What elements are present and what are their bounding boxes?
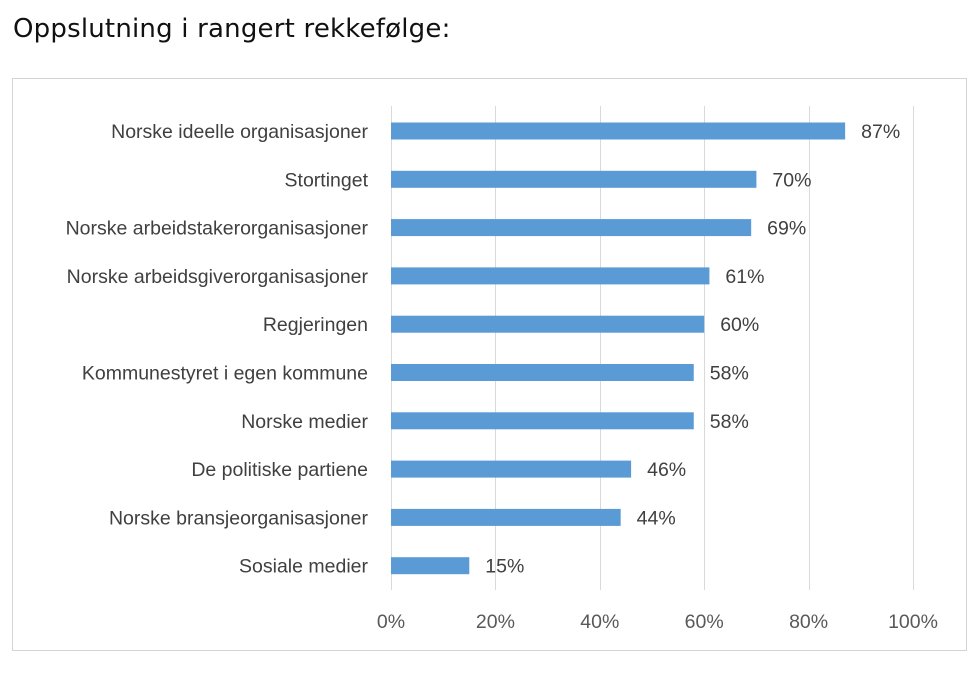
category-label: Norske ideelle organisasjoner bbox=[111, 121, 368, 143]
bar bbox=[391, 412, 694, 430]
bar bbox=[391, 267, 710, 285]
x-tick-label: 80% bbox=[789, 611, 828, 633]
data-label: 44% bbox=[637, 507, 676, 529]
bar bbox=[391, 557, 470, 575]
category-label: Norske medier bbox=[241, 411, 368, 433]
data-label: 15% bbox=[485, 556, 524, 578]
category-label: Norske arbeidsgiverorganisasjoner bbox=[67, 266, 369, 288]
category-label: Regjeringen bbox=[263, 314, 368, 336]
category-label: Stortinget bbox=[285, 169, 369, 191]
x-tick-label: 60% bbox=[685, 611, 724, 633]
x-tick-label: 40% bbox=[580, 611, 619, 633]
category-label: Kommunestyret i egen kommune bbox=[82, 363, 368, 385]
data-label: 60% bbox=[720, 314, 759, 336]
data-label: 69% bbox=[767, 218, 806, 240]
x-tick-label: 20% bbox=[476, 611, 515, 633]
data-label: 87% bbox=[861, 121, 900, 143]
x-axis-tick-labels: 0% 20% 40% 60% 80% 100% bbox=[377, 611, 938, 633]
page-heading: Oppslutning i rangert rekkefølge: bbox=[13, 14, 451, 44]
category-label: Norske arbeidstakerorganisasjoner bbox=[66, 218, 369, 240]
category-label: Sosiale medier bbox=[239, 556, 368, 578]
data-label: 58% bbox=[710, 411, 749, 433]
bar bbox=[391, 219, 752, 237]
data-label: 70% bbox=[772, 169, 811, 191]
bar bbox=[391, 460, 632, 478]
data-label: 58% bbox=[710, 363, 749, 385]
bar bbox=[391, 364, 694, 381]
bars bbox=[391, 122, 846, 575]
bar bbox=[391, 508, 621, 526]
category-label: De politiske partiene bbox=[191, 459, 368, 481]
x-tick-label: 100% bbox=[888, 611, 938, 633]
category-labels: Norske ideelle organisasjoner Stortinget N… bbox=[66, 121, 369, 578]
bar bbox=[391, 170, 757, 188]
data-labels: 87% 70% 69% 61% 60% 58% 58% 46% 44% 15% bbox=[485, 121, 900, 578]
bar bbox=[391, 122, 846, 140]
category-label: Norske bransjeorganisasjoner bbox=[109, 507, 369, 529]
x-tick-label: 0% bbox=[377, 611, 405, 633]
bar bbox=[391, 315, 705, 333]
data-label: 61% bbox=[725, 266, 764, 288]
data-label: 46% bbox=[647, 459, 686, 481]
